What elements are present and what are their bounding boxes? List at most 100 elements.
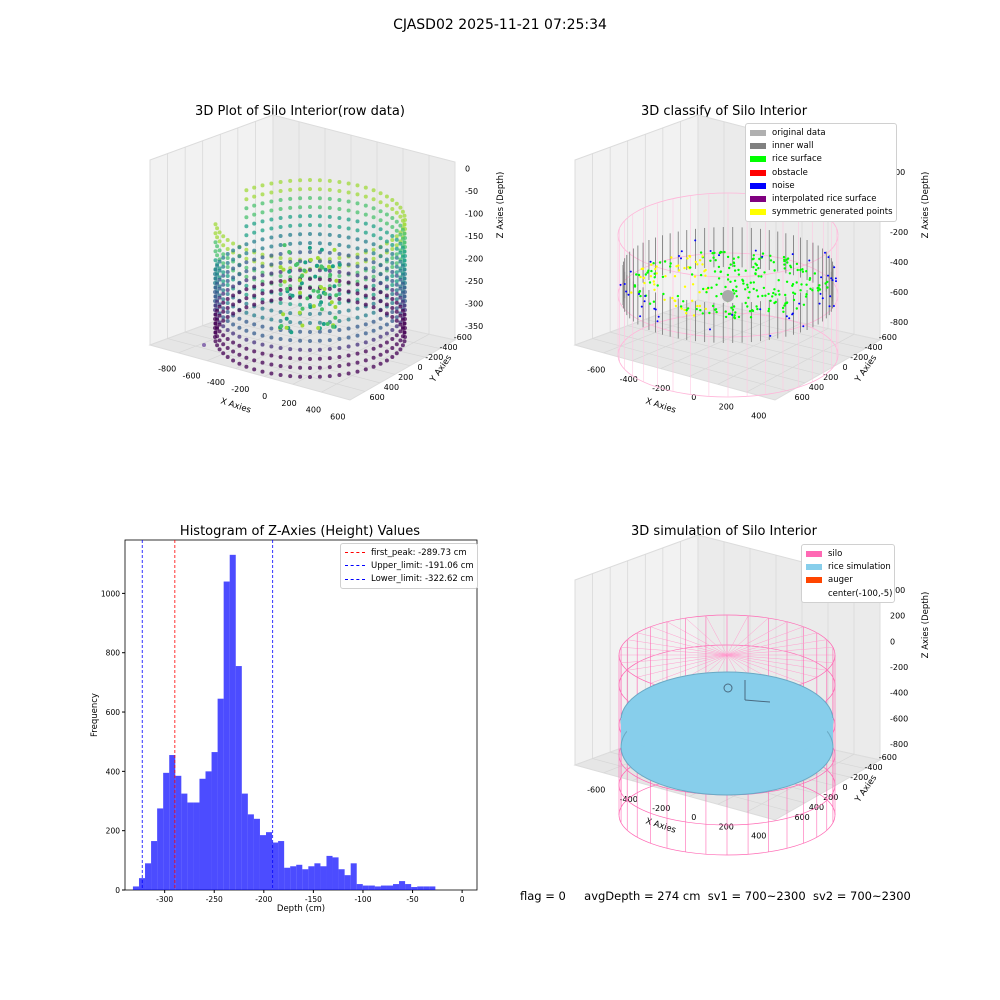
p1-point [323,291,328,296]
p2-point [647,269,650,272]
p1-point [225,328,230,332]
legend-label: original data [772,127,826,138]
p1-point [244,278,249,283]
p1-point [237,361,242,366]
p2-point [785,280,789,283]
p2-point [731,308,735,311]
p1-point [317,232,322,237]
p1-point [337,279,342,283]
p1-point [252,185,257,190]
p1-x-tick: 0 [262,392,267,401]
p1-point [269,298,274,303]
p1-point [308,250,312,254]
p1-point [260,300,265,305]
legend-entry: Lower_limit: -322.62 cm [345,573,473,586]
p1-point [390,207,395,211]
legend-entry: interpolated rice surface [750,192,892,205]
status-avg-depth: avgDepth = 274 cm [584,889,701,903]
p1-point [269,280,274,285]
histogram-bar [393,884,400,890]
p2-point [737,268,740,272]
p1-point [371,242,376,247]
p2-point [641,267,645,270]
p1-point [355,237,360,242]
p1-point [244,265,249,270]
p1-point [384,194,389,199]
p1-point [252,331,257,336]
p1-point [398,277,403,282]
p2-noise-point [627,293,630,296]
p1-point [363,358,368,363]
p2-point [805,270,808,273]
p1-point [298,365,303,370]
p1-point [269,317,274,322]
p1-point [317,214,322,219]
p1-point [355,300,360,305]
legend-label: rice simulation [828,561,891,572]
p1-point [384,230,389,235]
p1-point [390,216,395,220]
p2-noise-point [625,290,628,293]
histogram-bar [296,864,303,890]
p1-point [244,274,249,279]
histogram-bar [338,869,345,890]
p1-point [346,271,351,276]
p2-noise-point [820,276,823,279]
p1-point [225,319,230,323]
p2-point [644,273,647,276]
p2-noise-point [832,305,835,307]
p4-silo-roof-rib [726,626,804,656]
p2-point [731,288,735,292]
p1-point [260,360,265,365]
p1-point [384,275,389,280]
p1-point [225,310,230,314]
p4-rice-top [623,673,831,765]
p1-point [252,313,257,318]
p2-point [792,298,796,302]
p2-grid [610,331,806,384]
p2-noise-point [709,250,712,252]
p1-point [378,218,383,223]
p1-point [390,243,395,247]
p2-noise-point [833,266,836,269]
p1-point [288,338,293,343]
p1-point [225,238,230,242]
p1-point [244,346,249,351]
p1-point [402,276,407,281]
p1-point [346,344,351,349]
p1-point [394,228,399,233]
p1-point [355,183,360,188]
p1-point [288,320,293,325]
p1-point [337,216,342,220]
p1-point [221,333,226,338]
p1-point [363,322,368,327]
p1-point [288,178,293,183]
p4-z-tick: 0 [890,637,895,646]
p1-point [355,252,360,257]
p1-point [260,264,265,269]
p1-point [308,205,312,209]
p2-point [801,268,804,271]
p2-noise-point [639,315,642,318]
p2-y-tick: 600 [795,393,810,402]
p1-point [337,262,342,267]
p2-point [724,285,727,289]
p1-point [390,306,395,310]
p1-point [346,353,351,358]
p1-point [298,329,303,334]
histogram-bar [259,835,266,890]
p2-point [774,293,777,296]
p2-point [717,277,721,280]
p1-point [316,295,321,299]
p1-point [355,360,360,365]
p2-noise-point [656,320,659,323]
p2-point [735,295,738,298]
p1-point [260,201,265,206]
p1-point [384,212,389,217]
p2-point [630,291,633,294]
p2-point [805,293,808,296]
p1-point [402,312,407,317]
p1-point [278,243,283,247]
p1-point [317,178,322,183]
status-sv1: sv1 = 700~2300 [707,889,806,903]
